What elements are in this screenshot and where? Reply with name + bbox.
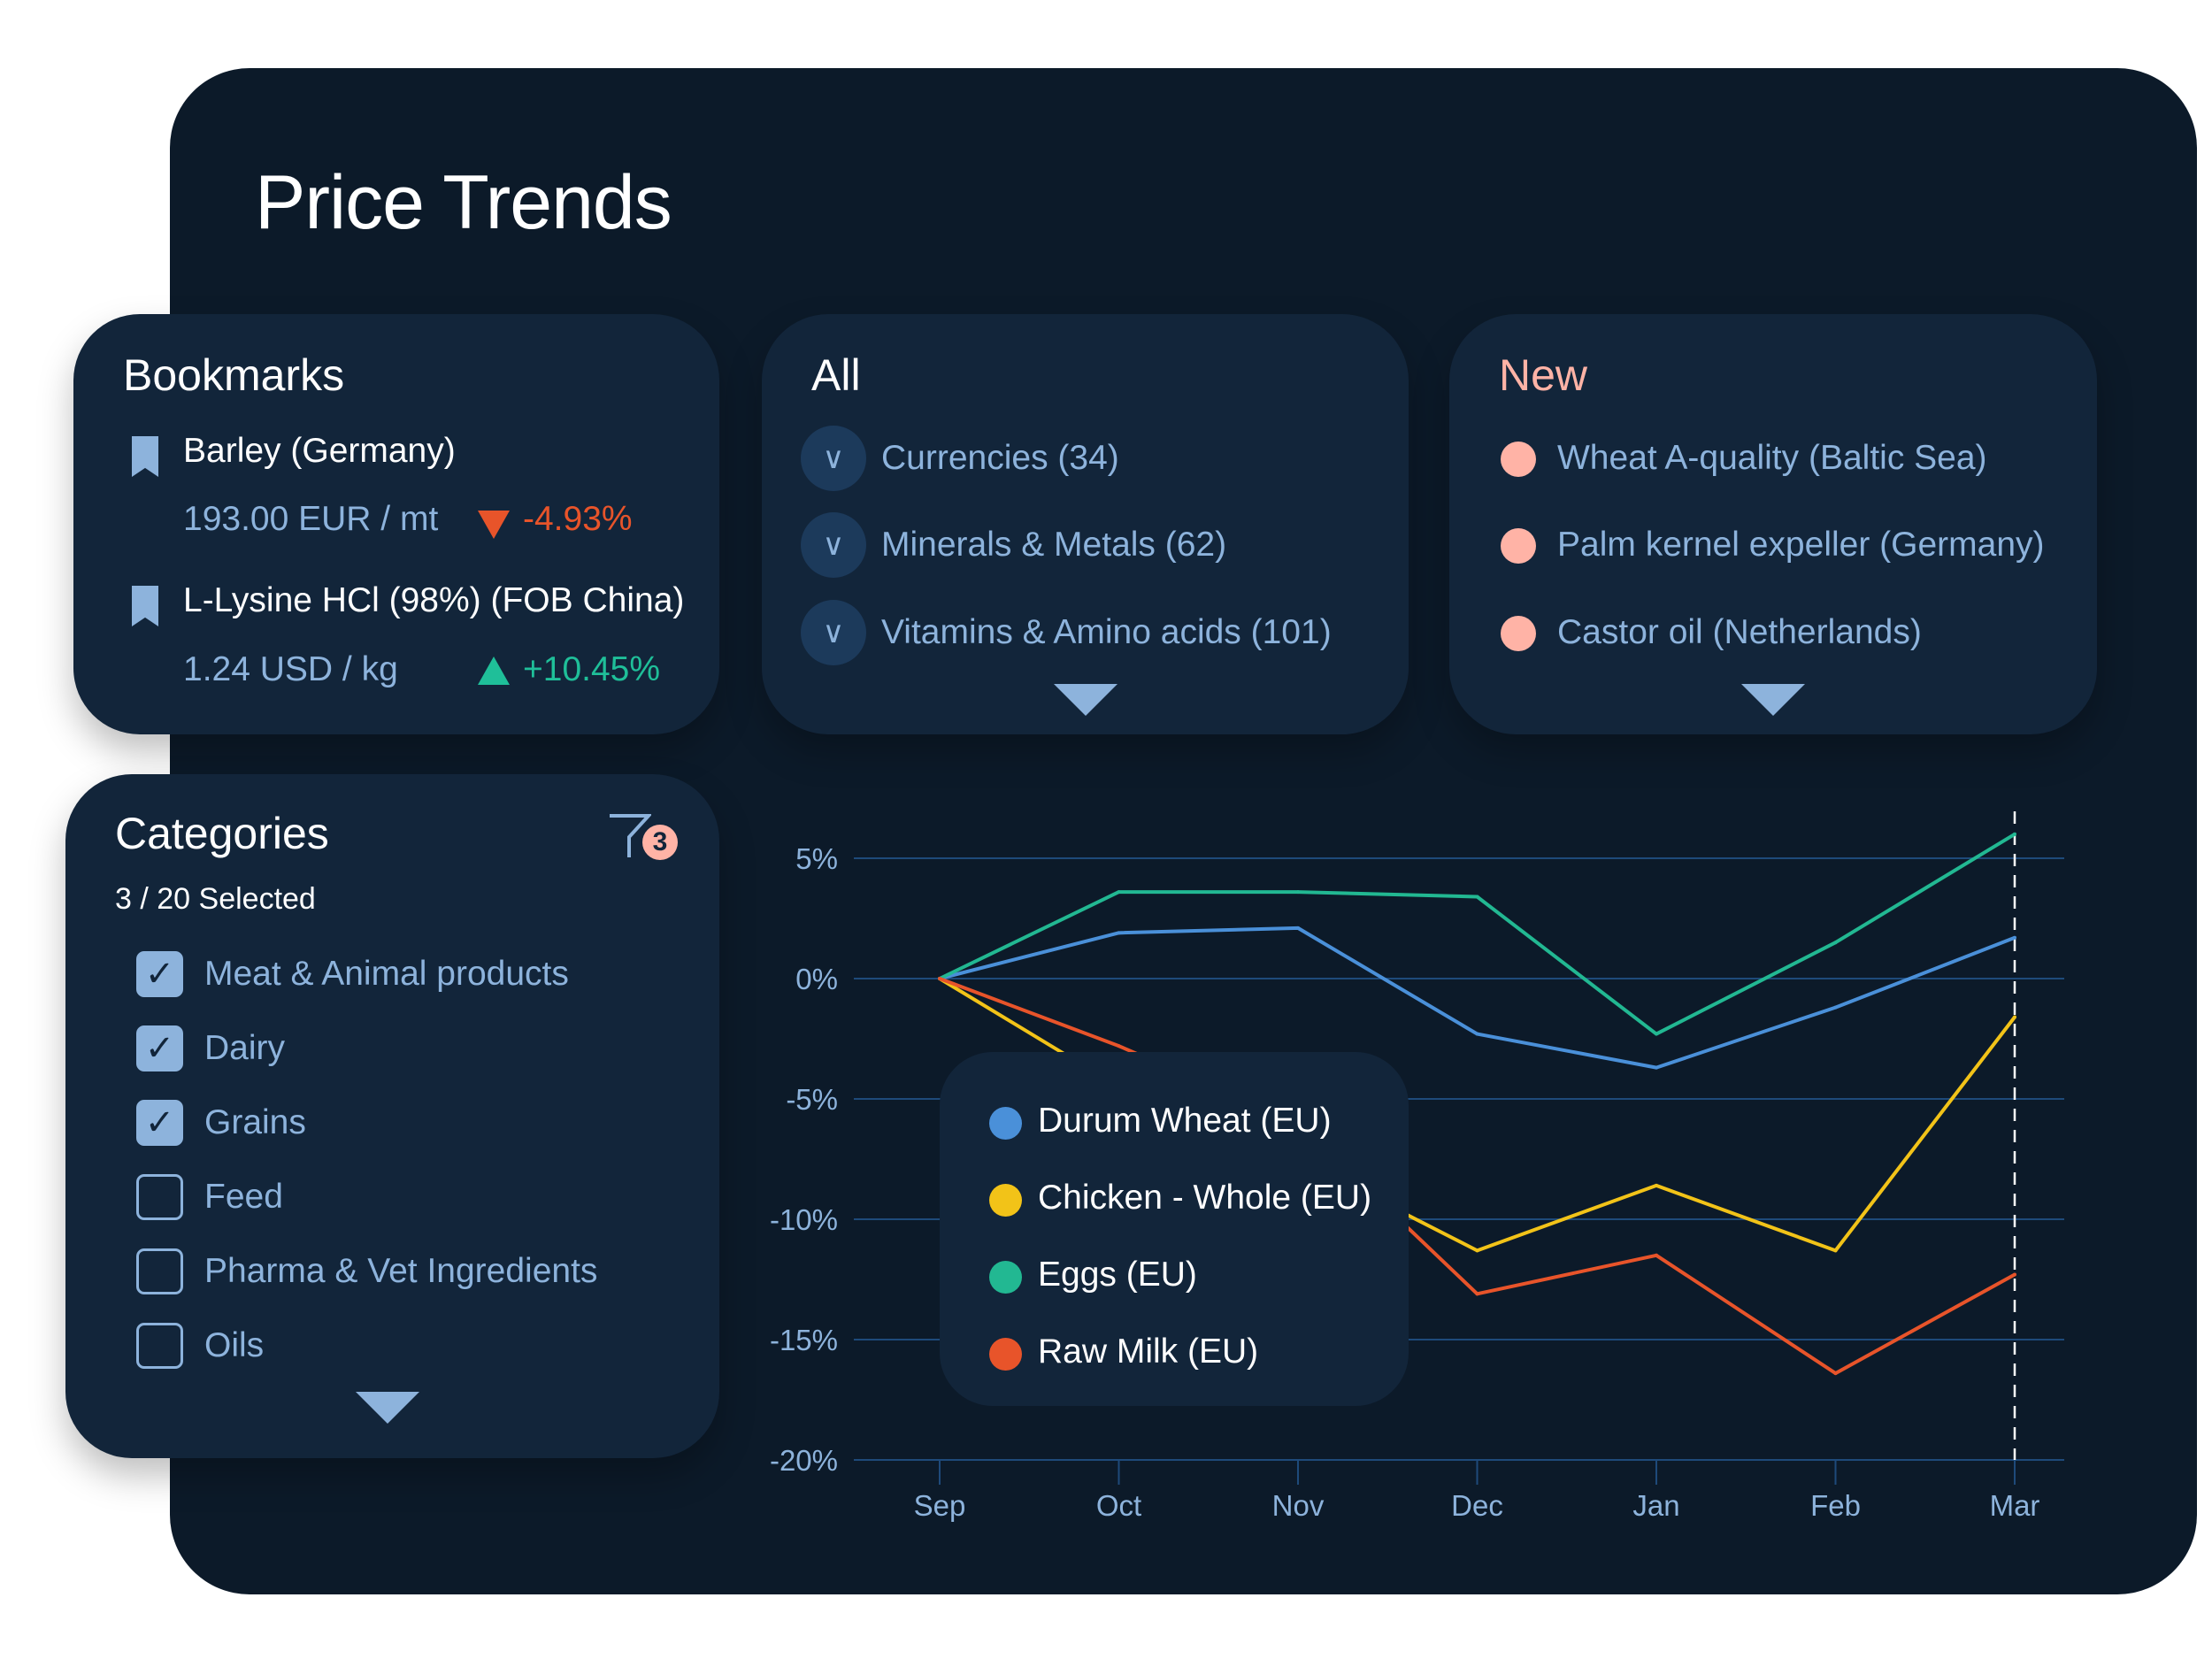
data-point xyxy=(2013,1272,2016,1277)
bookmark-price: 193.00 EUR / mt xyxy=(183,500,439,538)
series-line xyxy=(939,926,2016,1070)
legend-swatch xyxy=(989,1338,1022,1371)
data-point xyxy=(1117,1044,1121,1048)
legend-label[interactable]: Raw Milk (EU) xyxy=(1038,1333,1259,1371)
data-point xyxy=(1475,1292,1479,1296)
data-point xyxy=(1655,1183,1658,1187)
new-dot-icon xyxy=(1501,528,1536,564)
data-point xyxy=(1475,895,1479,899)
all-item[interactable]: Vitamins & Amino acids (101) xyxy=(881,613,1332,651)
data-point xyxy=(1475,1032,1479,1036)
x-tick-label: Sep xyxy=(914,1489,966,1522)
legend-label[interactable]: Chicken - Whole (EU) xyxy=(1038,1179,1372,1217)
data-point xyxy=(1833,1005,1838,1010)
new-card: New Wheat A-quality (Baltic Sea) Palm ke… xyxy=(1449,314,2097,734)
bookmarks-title: Bookmarks xyxy=(123,350,345,400)
category-label[interactable]: Feed xyxy=(204,1178,283,1216)
legend-swatch xyxy=(989,1261,1022,1294)
data-point xyxy=(938,977,941,980)
selected-count: 3 / 20 Selected xyxy=(115,882,316,916)
all-title: All xyxy=(811,350,861,400)
data-point xyxy=(1833,941,1838,945)
category-checkbox[interactable] xyxy=(136,1323,183,1369)
legend-label[interactable]: Durum Wheat (EU) xyxy=(1038,1102,1332,1140)
category-label[interactable]: Pharma & Vet Ingredients xyxy=(204,1252,598,1290)
data-point xyxy=(1475,1248,1479,1253)
arrow-down-icon xyxy=(478,511,510,539)
data-point xyxy=(2013,832,2016,836)
series-line xyxy=(939,833,2016,1036)
bookmark-price: 1.24 USD / kg xyxy=(183,650,398,688)
page-title: Price Trends xyxy=(255,160,672,245)
data-point xyxy=(1833,1371,1838,1376)
data-point xyxy=(1655,1065,1658,1070)
data-point xyxy=(1296,890,1300,895)
category-checkbox[interactable]: ✓ xyxy=(136,1100,183,1146)
data-point xyxy=(1117,890,1121,895)
expand-more-icon[interactable] xyxy=(356,1392,419,1424)
categories-card: Categories 3 / 20 Selected 3 ✓ Meat & An… xyxy=(65,774,719,1458)
y-tick-label: -20% xyxy=(770,1444,838,1477)
category-checkbox[interactable] xyxy=(136,1174,183,1220)
categories-title: Categories xyxy=(115,809,329,858)
new-item[interactable]: Wheat A-quality (Baltic Sea) xyxy=(1557,439,1987,477)
x-tick-label: Feb xyxy=(1810,1489,1861,1522)
x-tick-label: Dec xyxy=(1451,1489,1503,1522)
y-tick-label: -15% xyxy=(770,1324,838,1356)
new-item[interactable]: Palm kernel expeller (Germany) xyxy=(1557,526,2045,564)
new-dot-icon xyxy=(1501,616,1536,651)
chart-legend: Durum Wheat (EU) Chicken - Whole (EU) Eg… xyxy=(940,1052,1409,1406)
bookmark-name[interactable]: L-Lysine HCl (98%) (FOB China) xyxy=(183,581,685,619)
x-tick-label: Nov xyxy=(1272,1489,1325,1522)
bookmarks-card: Bookmarks Barley (Germany) 193.00 EUR / … xyxy=(73,314,719,734)
x-tick-label: Mar xyxy=(1990,1489,2040,1522)
x-tick-label: Jan xyxy=(1632,1489,1679,1522)
new-title: New xyxy=(1499,350,1588,400)
filter-count-badge: 3 xyxy=(642,825,678,860)
data-point xyxy=(1117,931,1121,935)
new-dot-icon xyxy=(1501,442,1536,477)
legend-swatch xyxy=(989,1107,1022,1140)
bookmark-name[interactable]: Barley (Germany) xyxy=(183,432,456,470)
y-tick-label: 0% xyxy=(795,963,838,995)
category-label[interactable]: Grains xyxy=(204,1103,306,1141)
data-point xyxy=(2013,935,2016,940)
category-label[interactable]: Meat & Animal products xyxy=(204,955,569,993)
y-tick-label: 5% xyxy=(795,842,838,875)
data-point xyxy=(1655,1253,1658,1257)
all-card: All ∨ Currencies (34) ∨ Minerals & Metal… xyxy=(762,314,1409,734)
new-item[interactable]: Castor oil (Netherlands) xyxy=(1557,613,1922,651)
data-point xyxy=(2013,1015,2016,1019)
data-point xyxy=(1833,1248,1838,1253)
category-label[interactable]: Dairy xyxy=(204,1029,286,1067)
legend-swatch xyxy=(989,1184,1022,1217)
category-label[interactable]: Oils xyxy=(204,1326,265,1364)
legend-label[interactable]: Eggs (EU) xyxy=(1038,1256,1197,1294)
all-item[interactable]: Minerals & Metals (62) xyxy=(881,526,1227,564)
x-tick-label: Oct xyxy=(1096,1489,1141,1522)
category-checkbox[interactable] xyxy=(136,1248,183,1294)
bookmark-change: +10.45% xyxy=(523,650,661,688)
y-tick-label: -10% xyxy=(770,1203,838,1236)
expand-more-icon[interactable] xyxy=(1741,684,1805,716)
data-point xyxy=(1296,926,1300,930)
category-checkbox[interactable]: ✓ xyxy=(136,951,183,997)
all-item[interactable]: Currencies (34) xyxy=(881,439,1119,477)
data-point xyxy=(1655,1032,1658,1036)
expand-more-icon[interactable] xyxy=(1054,684,1118,716)
y-tick-label: -5% xyxy=(786,1083,838,1116)
bookmark-change: -4.93% xyxy=(523,500,633,538)
chevron-down-icon[interactable]: ∨ xyxy=(801,512,866,578)
chevron-down-icon[interactable]: ∨ xyxy=(801,600,866,665)
chevron-down-icon[interactable]: ∨ xyxy=(801,426,866,491)
arrow-up-icon xyxy=(478,657,510,685)
filter-icon[interactable] xyxy=(607,813,651,859)
category-checkbox[interactable]: ✓ xyxy=(136,1025,183,1071)
